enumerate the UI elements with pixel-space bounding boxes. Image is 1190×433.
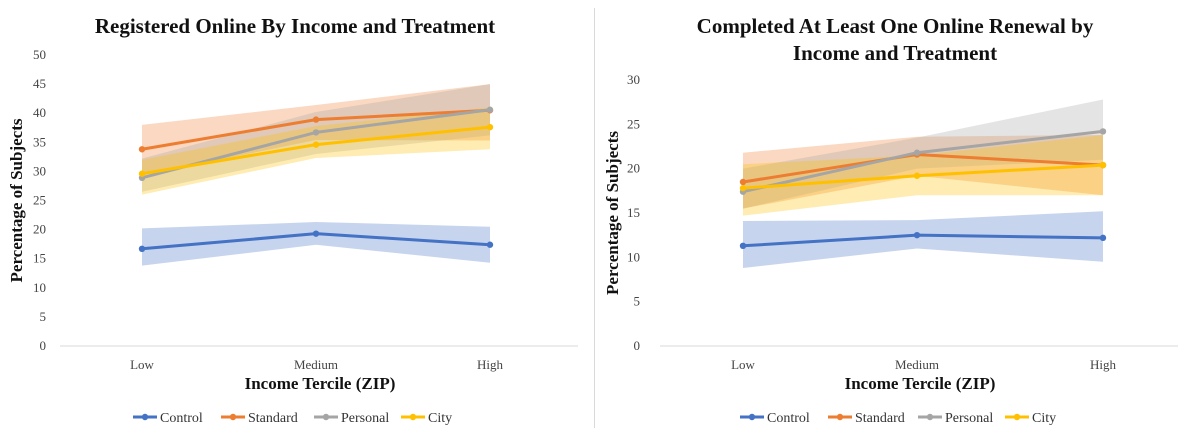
y-tick-label: 0 — [40, 338, 47, 353]
x-tick-label: Low — [731, 357, 755, 372]
data-point-control — [486, 241, 494, 248]
series-control — [138, 230, 494, 253]
legend-label: Standard — [855, 411, 905, 426]
legend-label: City — [428, 411, 452, 426]
x-tick-label: Low — [130, 357, 154, 372]
series-city — [739, 161, 1107, 192]
chart-title-line: Completed At Least One Online Renewal by — [697, 14, 1094, 38]
legend-swatch-marker — [409, 413, 417, 421]
y-tick-label: 20 — [33, 222, 46, 237]
data-point-city — [913, 172, 921, 179]
data-point-control — [312, 230, 320, 237]
confidence-band-control — [743, 211, 1103, 268]
data-point-control — [913, 231, 921, 239]
legend-label: Standard — [248, 411, 298, 426]
y-tick-label: 5 — [634, 294, 641, 309]
chart-online-renewal: Completed At Least One Online Renewal by… — [600, 0, 1190, 433]
legend-label: Control — [160, 411, 203, 426]
data-point-standard — [138, 146, 146, 153]
legend-label: City — [1032, 411, 1056, 426]
data-point-city — [739, 184, 747, 192]
chart-svg-online-renewal: Completed At Least One Online Renewal by… — [603, 14, 1178, 426]
y-tick-label: 20 — [627, 161, 640, 176]
series-city — [138, 123, 494, 177]
series-personal — [739, 128, 1107, 195]
chart-title-line: Income and Treatment — [793, 41, 997, 65]
data-point-standard — [739, 178, 747, 186]
y-axis-label: Percentage of Subjects — [603, 131, 622, 295]
series-control — [739, 231, 1107, 250]
confidence-band-personal — [142, 84, 490, 192]
y-tick-label: 30 — [33, 163, 46, 178]
legend: Control Standard Personal City — [740, 411, 1056, 426]
x-axis-label: Income Tercile (ZIP) — [845, 374, 996, 393]
y-tick-label: 5 — [40, 309, 47, 324]
y-tick-label: 0 — [634, 338, 641, 353]
y-tick-label: 10 — [33, 280, 46, 295]
y-axis-label: Percentage of Subjects — [7, 118, 26, 282]
x-axis-label: Income Tercile (ZIP) — [245, 374, 396, 393]
legend-item-standard: Standard — [221, 411, 298, 426]
confidence-bands — [142, 84, 490, 266]
y-tick-label: 10 — [627, 249, 640, 264]
data-point-city — [486, 123, 494, 131]
panel-divider — [594, 8, 595, 428]
legend-swatch-marker — [836, 413, 844, 421]
y-tick-label: 50 — [33, 47, 46, 62]
data-point-standard — [312, 116, 320, 123]
data-point-control — [1099, 234, 1107, 242]
chart-title-line: Registered Online By Income and Treatmen… — [95, 14, 495, 38]
legend-item-standard: Standard — [828, 411, 905, 426]
confidence-band-city — [142, 107, 490, 195]
confidence-band-standard — [743, 134, 1103, 209]
data-point-personal — [913, 149, 921, 156]
legend-item-city: City — [1005, 411, 1056, 426]
x-tick-label: Medium — [895, 357, 939, 372]
chart-svg-registered-online: Registered Online By Income and Treatmen… — [7, 14, 578, 426]
legend-label: Personal — [945, 411, 993, 426]
data-point-personal — [1099, 128, 1107, 135]
legend: Control Standard Personal City — [133, 411, 452, 426]
legend-swatch-marker — [229, 413, 237, 421]
data-point-control — [739, 242, 747, 250]
x-tick-label: Medium — [294, 357, 338, 372]
y-tick-label: 30 — [627, 72, 640, 87]
y-tick-label: 40 — [33, 105, 46, 120]
legend-item-personal: Personal — [918, 411, 993, 426]
y-tick-label: 15 — [627, 205, 640, 220]
legend-label: Control — [767, 411, 810, 426]
x-tick-label: High — [1090, 357, 1117, 372]
legend-swatch-marker — [322, 413, 330, 421]
data-point-city — [312, 141, 320, 148]
confidence-band-control — [142, 222, 490, 266]
legend-item-control: Control — [740, 411, 810, 426]
chart-registered-online: Registered Online By Income and Treatmen… — [0, 0, 590, 433]
data-point-personal — [486, 106, 494, 113]
y-tick-label: 15 — [33, 251, 46, 266]
legend-swatch-marker — [926, 413, 934, 421]
legend-swatch-marker — [141, 413, 149, 421]
chart-title: Completed At Least One Online Renewal by… — [697, 14, 1094, 65]
legend-item-city: City — [401, 411, 452, 426]
data-point-control — [138, 245, 146, 253]
data-point-personal — [312, 129, 320, 136]
data-point-city — [1099, 161, 1107, 169]
legend-label: Personal — [341, 411, 389, 426]
y-tick-label: 25 — [33, 193, 46, 208]
legend-swatch-marker — [1013, 413, 1021, 421]
x-tick-label: High — [477, 357, 504, 372]
y-tick-label: 25 — [627, 116, 640, 131]
legend-item-personal: Personal — [314, 411, 389, 426]
legend-swatch-marker — [748, 413, 756, 421]
chart-title: Registered Online By Income and Treatmen… — [95, 14, 495, 38]
legend-item-control: Control — [133, 411, 203, 426]
y-tick-label: 35 — [33, 134, 46, 149]
y-tick-label: 45 — [33, 76, 46, 91]
data-point-city — [138, 170, 146, 177]
